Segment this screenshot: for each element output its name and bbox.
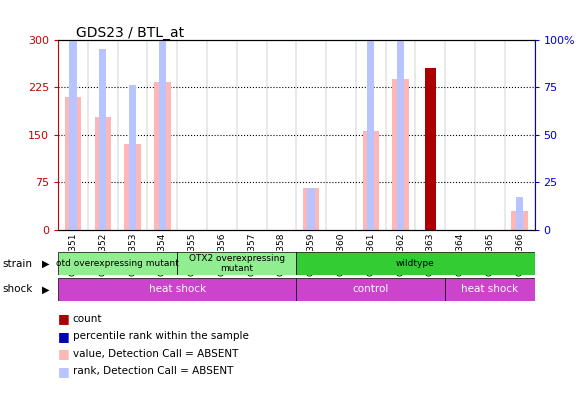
Bar xyxy=(58,252,177,275)
Text: GDS23 / BTL_at: GDS23 / BTL_at xyxy=(76,26,184,40)
Bar xyxy=(95,117,111,230)
Bar xyxy=(303,188,320,230)
Text: percentile rank within the sample: percentile rank within the sample xyxy=(73,331,249,341)
Bar xyxy=(425,68,436,230)
Bar xyxy=(445,278,535,301)
Bar xyxy=(99,49,106,230)
Bar xyxy=(154,82,170,230)
Bar xyxy=(367,2,375,230)
Text: value, Detection Call = ABSENT: value, Detection Call = ABSENT xyxy=(73,348,238,359)
Bar xyxy=(511,211,528,230)
Bar xyxy=(307,188,315,230)
Bar xyxy=(363,131,379,230)
Text: otd overexpressing mutant: otd overexpressing mutant xyxy=(56,259,179,268)
Text: heat shock: heat shock xyxy=(461,284,518,295)
Text: wildtype: wildtype xyxy=(396,259,435,268)
Text: ■: ■ xyxy=(58,312,70,325)
Bar xyxy=(392,79,408,230)
Bar xyxy=(58,278,296,301)
Bar xyxy=(516,197,523,230)
Bar xyxy=(129,85,137,230)
Bar xyxy=(397,6,404,230)
Text: ▶: ▶ xyxy=(42,259,49,269)
Bar xyxy=(296,252,535,275)
Text: ■: ■ xyxy=(58,330,70,343)
Bar xyxy=(159,25,166,230)
Text: shock: shock xyxy=(3,284,33,295)
Text: ■: ■ xyxy=(58,347,70,360)
Text: ■: ■ xyxy=(58,365,70,377)
Text: heat shock: heat shock xyxy=(149,284,206,295)
Text: OTX2 overexpressing
mutant: OTX2 overexpressing mutant xyxy=(189,254,285,273)
Text: strain: strain xyxy=(3,259,33,269)
Bar xyxy=(69,2,77,230)
Bar xyxy=(296,278,445,301)
Text: rank, Detection Call = ABSENT: rank, Detection Call = ABSENT xyxy=(73,366,233,376)
Bar xyxy=(124,144,141,230)
Text: count: count xyxy=(73,314,102,324)
Bar xyxy=(177,252,296,275)
Text: ▶: ▶ xyxy=(42,284,49,295)
Bar xyxy=(65,97,81,230)
Text: control: control xyxy=(353,284,389,295)
